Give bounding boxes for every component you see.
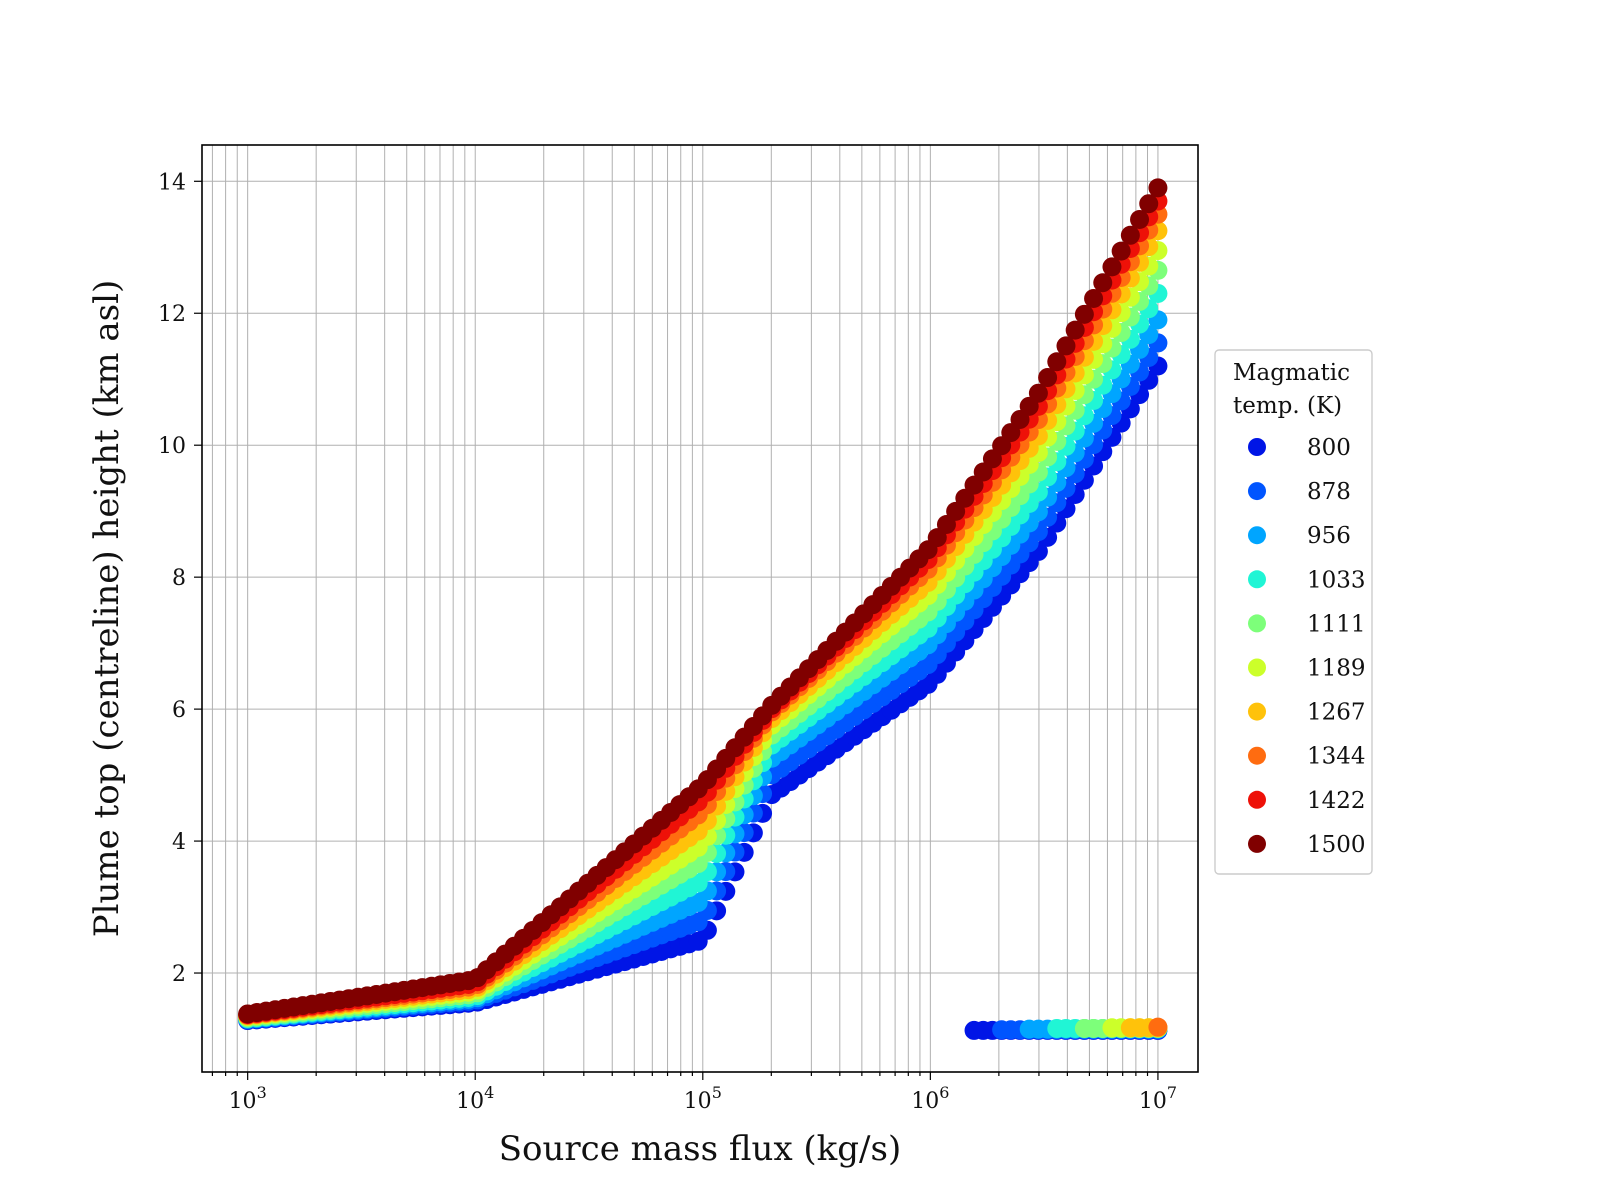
axis-ticks: 2 4 6 8 10 12 14 103 104 105 106 107	[158, 170, 1177, 1114]
data-point	[1093, 273, 1113, 293]
x-tick-label: 105	[684, 1083, 722, 1114]
x-tick-label: 106	[911, 1083, 949, 1114]
y-tick-label: 4	[172, 830, 186, 855]
legend-title-line-2: temp. (K)	[1233, 393, 1342, 419]
data-point	[1130, 209, 1150, 229]
data-point	[1120, 225, 1140, 245]
data-points	[238, 178, 1168, 1040]
legend-label-1267: 1267	[1307, 700, 1366, 726]
data-point	[1074, 304, 1094, 324]
y-tick-label: 12	[158, 302, 186, 327]
y-tick-label: 2	[172, 962, 186, 987]
legend-label-1500: 1500	[1307, 832, 1366, 858]
data-point	[1038, 368, 1058, 388]
data-point	[1084, 289, 1104, 309]
data-point	[1047, 352, 1067, 372]
plot-frame	[201, 144, 1199, 1073]
y-axis-label: Plume top (centreline) height (km asl)	[87, 280, 127, 938]
legend: Magmatic temp. (K) 800 878 956 1033 1111 1189…	[1214, 349, 1373, 875]
y-tick-label: 10	[158, 434, 186, 459]
legend-marker-1189	[1248, 658, 1266, 677]
x-axis-label: Source mass flux (kg/s)	[499, 1129, 901, 1169]
series-1500	[238, 178, 1168, 1024]
y-tick-label: 6	[172, 698, 186, 723]
data-point	[1148, 178, 1168, 198]
legend-label-1033: 1033	[1307, 567, 1366, 593]
legend-box	[1214, 349, 1373, 875]
y-tick-label: 8	[172, 566, 186, 591]
legend-label-1344: 1344	[1307, 744, 1366, 770]
legend-marker-1033	[1248, 570, 1266, 589]
data-point	[1102, 257, 1122, 277]
y-tick-label: 14	[158, 170, 186, 195]
x-tick-label: 107	[1139, 1083, 1177, 1114]
data-point	[1139, 194, 1159, 214]
legend-marker-800	[1248, 438, 1266, 456]
data-point	[1111, 241, 1131, 261]
data-point	[1065, 320, 1085, 340]
x-tick-label: 103	[229, 1083, 267, 1114]
legend-label-878: 878	[1307, 479, 1351, 505]
legend-label-956: 956	[1307, 523, 1351, 549]
legend-marker-1344	[1248, 746, 1266, 765]
legend-label-1422: 1422	[1307, 788, 1366, 814]
legend-label-1111: 1111	[1307, 611, 1366, 637]
legend-title-line-1: Magmatic	[1233, 360, 1350, 386]
legend-marker-956	[1248, 526, 1266, 545]
data-point	[1028, 383, 1048, 403]
legend-label-1189: 1189	[1307, 656, 1366, 682]
legend-marker-1500	[1248, 834, 1266, 853]
x-tick-label: 104	[456, 1083, 494, 1114]
legend-label-800: 800	[1307, 435, 1351, 461]
legend-marker-1267	[1248, 702, 1266, 721]
legend-marker-1111	[1248, 614, 1266, 633]
legend-entries: 800 878 956 1033 1111 1189 1267 1344 1422 1500	[1248, 435, 1366, 858]
legend-marker-1422	[1248, 790, 1266, 809]
data-point	[1148, 1017, 1168, 1037]
data-point	[1056, 336, 1076, 356]
legend-marker-878	[1248, 482, 1266, 501]
